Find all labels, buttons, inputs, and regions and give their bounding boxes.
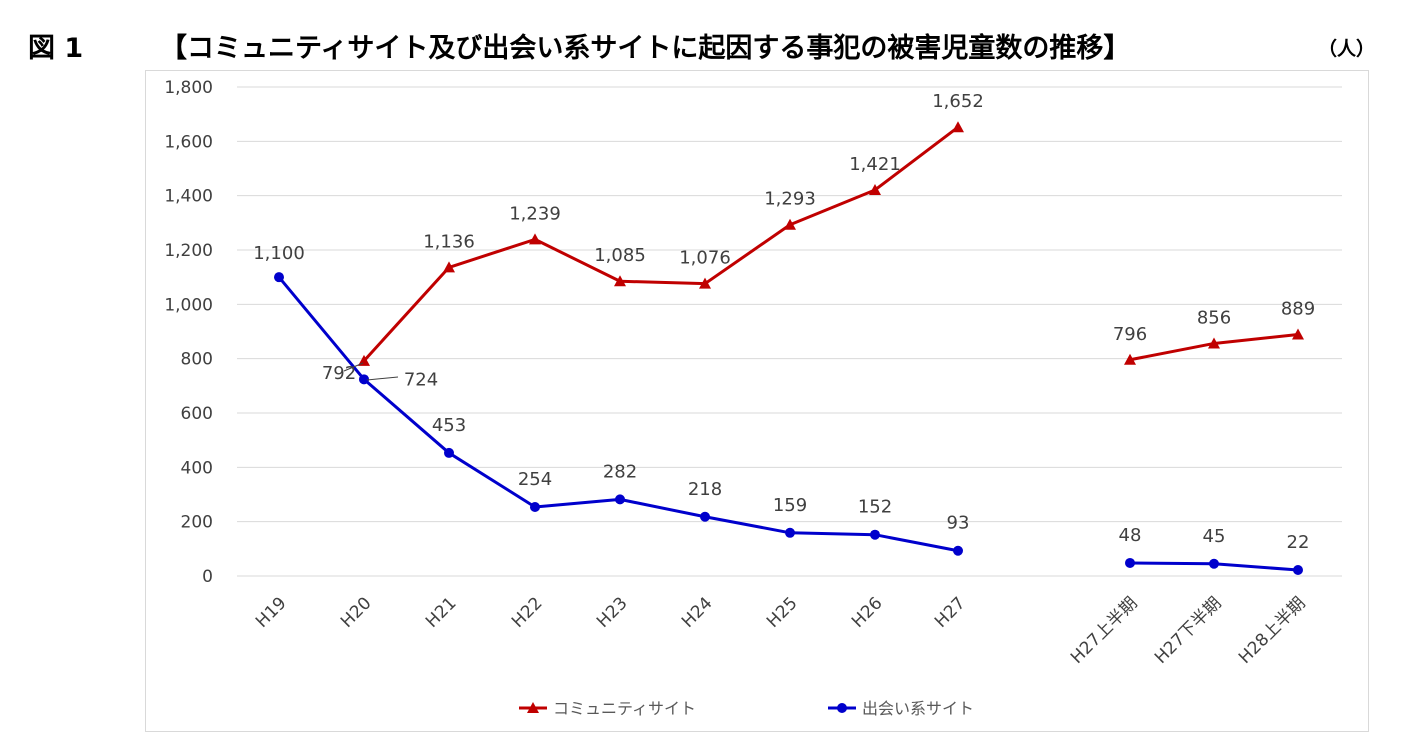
data-label: 22 [1287, 532, 1310, 553]
x-tick-label: H27 [931, 593, 969, 631]
x-tick-label: H21 [422, 593, 460, 631]
x-axis-ticks: H19 H20 H21 H22 H23 H24 H25 H26 H27 H27上半期 H27下半期 H… [252, 593, 1309, 668]
data-label: 159 [773, 495, 807, 516]
data-label: 1,100 [253, 243, 305, 264]
data-label: 1,136 [423, 231, 475, 252]
circle-marker [274, 272, 284, 283]
y-tick-label: 1,800 [164, 78, 213, 98]
x-tick-label: H20 [337, 593, 375, 631]
data-label: 1,652 [932, 91, 984, 112]
data-label: 1,421 [849, 154, 901, 175]
x-tick-label: H26 [848, 593, 886, 631]
x-tick-label: H28上半期 [1235, 593, 1310, 668]
y-tick-label: 1,600 [164, 132, 213, 152]
triangle-marker [529, 233, 541, 245]
x-tick-label: H24 [678, 593, 716, 631]
data-label: 152 [858, 497, 892, 518]
figure-label: 図 1 [28, 33, 84, 64]
figure-title: 【コミュニティサイト及び出会い系サイトに起因する事犯の被害児童数の推移】 [160, 33, 1131, 64]
y-tick-label: 0 [202, 567, 213, 587]
chart-frame [145, 70, 1369, 732]
triangle-marker [952, 121, 964, 133]
circle-marker [1293, 565, 1303, 576]
data-label: 724 [404, 369, 438, 390]
data-label: 1,239 [509, 203, 561, 224]
circle-marker [785, 527, 795, 538]
legend: コミュニティサイト 出会い系サイト [519, 699, 974, 718]
data-label: 48 [1119, 525, 1142, 546]
legend-label: 出会い系サイト [862, 699, 974, 718]
triangle-marker [1124, 353, 1136, 365]
data-label: 282 [603, 461, 637, 482]
series-line [277, 276, 959, 553]
circle-marker [953, 545, 963, 556]
circle-marker [1125, 557, 1135, 568]
y-tick-label: 600 [181, 404, 213, 424]
data-label: 1,076 [679, 248, 731, 269]
y-tick-label: 1,200 [164, 241, 213, 261]
data-label: 856 [1197, 307, 1231, 328]
x-tick-label: H25 [763, 593, 801, 631]
triangle-marker [1292, 328, 1304, 340]
data-label: 45 [1203, 526, 1226, 547]
y-axis-ticks: 0 200 400 600 800 1,000 1,200 1,400 1,600 1,800 [164, 78, 213, 587]
triangle-marker [1208, 337, 1220, 349]
y-tick-label: 400 [181, 458, 213, 478]
gridlines [237, 86, 1342, 577]
leader-line [366, 376, 399, 381]
y-tick-label: 1,000 [164, 295, 213, 315]
circle-marker [359, 374, 369, 385]
data-label: 453 [432, 415, 466, 436]
data-label: 1,293 [764, 189, 816, 210]
unit-label: （人） [1318, 38, 1376, 60]
data-label: 792 [322, 363, 356, 384]
x-tick-label: H23 [593, 593, 631, 631]
legend-circle-marker [837, 703, 847, 713]
circle-marker [530, 501, 540, 512]
data-label: 889 [1281, 298, 1315, 319]
triangle-marker [443, 261, 455, 273]
data-label: 254 [518, 469, 552, 490]
x-tick-label: H22 [508, 593, 546, 631]
x-tick-label: H27上半期 [1067, 593, 1142, 668]
triangle-marker [699, 277, 711, 289]
x-tick-label: H27下半期 [1151, 593, 1226, 668]
y-tick-label: 200 [181, 513, 213, 533]
triangle-marker [614, 275, 626, 287]
legend-label: コミュニティサイト [553, 699, 696, 718]
leader-line [343, 362, 364, 372]
triangle-marker [358, 354, 370, 366]
y-tick-label: 1,400 [164, 187, 213, 207]
circle-marker [444, 447, 454, 458]
triangle-marker [784, 218, 796, 230]
x-tick-label: H19 [252, 593, 290, 631]
circle-marker [700, 511, 710, 522]
circle-marker [870, 529, 880, 540]
circle-marker [615, 494, 625, 505]
data-labels: 792 1,136 1,239 1,085 1,076 1,293 1,421 1,652 79… [253, 91, 1315, 553]
data-label: 218 [688, 479, 722, 500]
circle-marker [1209, 558, 1219, 569]
y-tick-label: 800 [181, 350, 213, 370]
series-line [362, 126, 959, 362]
data-label: 1,085 [594, 245, 646, 266]
series-markers [274, 121, 1304, 576]
triangle-marker [869, 183, 881, 195]
legend-triangle-marker [527, 702, 539, 713]
data-label: 796 [1113, 324, 1147, 345]
data-label: 93 [947, 513, 970, 534]
